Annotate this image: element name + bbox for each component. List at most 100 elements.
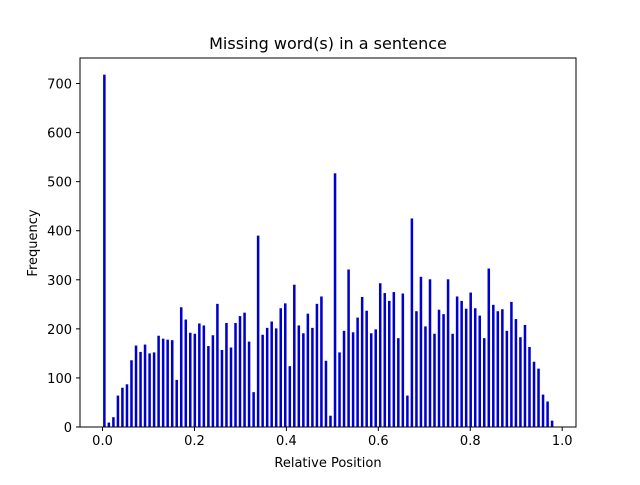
histogram-bar bbox=[451, 333, 454, 427]
histogram-bar bbox=[383, 293, 387, 427]
x-axis-ticks: 0.0 0.2 0.4 0.6 0.8 1.0 bbox=[92, 427, 573, 449]
histogram-bar bbox=[211, 335, 215, 427]
histogram-bar bbox=[464, 308, 468, 427]
histogram-bar bbox=[302, 333, 305, 427]
histogram-bar bbox=[360, 296, 364, 427]
histogram-bar bbox=[116, 395, 120, 427]
histogram-bar bbox=[546, 401, 549, 427]
histogram-bar bbox=[365, 310, 368, 427]
histogram-bar bbox=[265, 327, 269, 427]
histogram-bar bbox=[103, 74, 106, 428]
histogram-bar bbox=[532, 361, 536, 427]
histogram-bar bbox=[324, 360, 328, 427]
histogram-bar bbox=[311, 327, 314, 427]
histogram-bar bbox=[288, 366, 292, 427]
x-tick-label: 0.4 bbox=[276, 434, 297, 449]
histogram-bar bbox=[442, 314, 445, 427]
histogram-bar bbox=[170, 340, 174, 427]
histogram-bar bbox=[107, 422, 111, 427]
histogram-bar bbox=[148, 353, 151, 427]
histogram-bar bbox=[415, 311, 418, 427]
histogram-bar bbox=[229, 347, 233, 427]
x-tick-label: 0.2 bbox=[184, 434, 205, 449]
histogram-bar bbox=[274, 328, 278, 427]
histogram-bar bbox=[152, 352, 156, 427]
y-tick-label: 300 bbox=[47, 274, 72, 289]
histogram-bar bbox=[537, 368, 540, 427]
x-axis-label: Relative Position bbox=[274, 456, 381, 471]
histogram-bar bbox=[455, 296, 459, 427]
histogram-bar bbox=[482, 338, 486, 427]
histogram-bar bbox=[139, 351, 142, 427]
histogram-bar bbox=[143, 344, 147, 427]
histogram-bar bbox=[175, 379, 178, 427]
histogram-bar bbox=[505, 330, 509, 427]
y-axis-ticks: 0 100 200 300 400 500 600 700 bbox=[47, 78, 80, 436]
histogram-bar bbox=[193, 333, 197, 427]
histogram-bar bbox=[125, 384, 129, 427]
histogram-bar bbox=[297, 325, 301, 427]
histogram-bar bbox=[410, 218, 414, 427]
histogram-bar bbox=[189, 332, 192, 427]
histogram-bar bbox=[510, 301, 513, 427]
histogram-bar bbox=[487, 268, 491, 427]
histogram-bar bbox=[184, 319, 188, 427]
histogram-bar bbox=[492, 304, 495, 427]
histogram-bar bbox=[406, 395, 409, 427]
plot-area-frame bbox=[79, 57, 577, 428]
histogram-bar bbox=[523, 324, 527, 427]
histogram-bar bbox=[207, 346, 210, 427]
y-tick-label: 100 bbox=[47, 372, 72, 387]
histogram-bar bbox=[496, 311, 500, 427]
histogram-bar bbox=[261, 334, 264, 427]
histogram-bar bbox=[198, 323, 201, 427]
histogram-bar bbox=[347, 269, 350, 427]
histogram-bar bbox=[179, 307, 183, 427]
histogram-bar bbox=[134, 345, 138, 427]
histogram-bar bbox=[157, 335, 160, 427]
histogram-bar bbox=[514, 319, 518, 427]
histogram-bar bbox=[460, 300, 463, 427]
histogram-bar bbox=[225, 322, 228, 427]
y-axis-label: Frequency bbox=[26, 209, 41, 276]
y-tick-label: 400 bbox=[47, 225, 72, 240]
y-tick-label: 200 bbox=[47, 323, 72, 338]
histogram-bar bbox=[243, 312, 246, 427]
histogram-bar bbox=[315, 303, 319, 427]
chart-title: Missing word(s) in a sentence bbox=[209, 34, 447, 53]
bars-group bbox=[103, 74, 554, 428]
histogram-bar bbox=[216, 303, 219, 427]
histogram-bar bbox=[424, 326, 427, 427]
histogram-bar bbox=[388, 300, 391, 427]
histogram-bar bbox=[238, 316, 242, 427]
histogram-bar bbox=[469, 292, 472, 427]
histogram-bar bbox=[342, 330, 346, 427]
histogram-bar bbox=[419, 276, 423, 427]
histogram-bar bbox=[401, 293, 405, 427]
histogram-bar bbox=[283, 303, 287, 427]
histogram-bar bbox=[369, 333, 373, 427]
y-tick-label: 600 bbox=[47, 127, 72, 142]
histogram-bar bbox=[428, 279, 432, 427]
histogram-bar bbox=[220, 349, 224, 427]
histogram-bar bbox=[437, 309, 441, 427]
histogram-bar bbox=[501, 309, 504, 427]
y-tick-label: 700 bbox=[47, 78, 72, 93]
histogram-bar bbox=[293, 284, 296, 427]
y-tick-label: 0 bbox=[64, 421, 72, 436]
histogram-bar bbox=[270, 321, 273, 427]
histogram-bar bbox=[541, 394, 545, 427]
histogram-bar bbox=[121, 387, 124, 427]
histogram-bar bbox=[550, 420, 554, 427]
histogram-bar bbox=[234, 322, 237, 427]
histogram-bar bbox=[166, 339, 169, 427]
histogram-bar bbox=[392, 292, 396, 427]
y-tick-label: 500 bbox=[47, 176, 72, 191]
histogram-bar bbox=[112, 417, 115, 427]
histogram-bar bbox=[252, 392, 255, 427]
x-tick-label: 0.0 bbox=[92, 434, 113, 449]
histogram-bar bbox=[446, 279, 450, 427]
histogram-bar bbox=[338, 352, 341, 427]
